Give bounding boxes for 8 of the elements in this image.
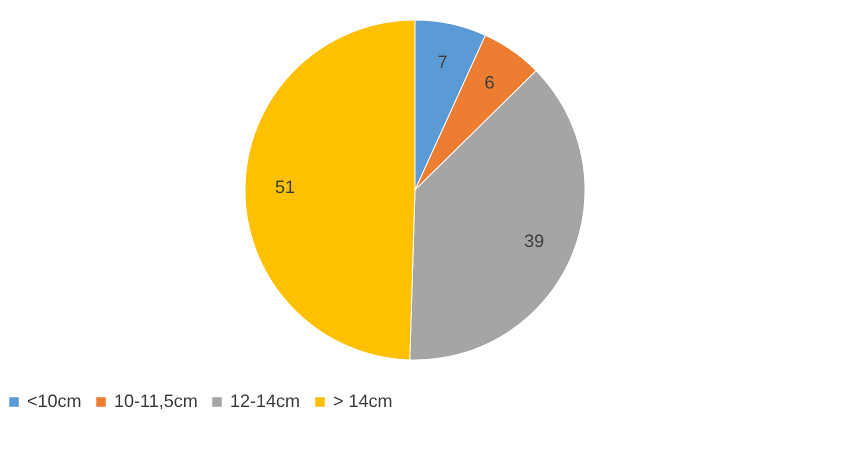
data-label: 39 <box>524 231 544 252</box>
data-label: 51 <box>275 177 296 198</box>
legend-label: <10cm <box>27 391 82 411</box>
legend-label: > 14cm <box>333 391 393 411</box>
legend-label: 10-11,5cm <box>114 391 198 411</box>
data-label: 6 <box>484 72 494 92</box>
data-label: 7 <box>438 52 448 72</box>
legend-label: 12-14cm <box>230 391 300 411</box>
